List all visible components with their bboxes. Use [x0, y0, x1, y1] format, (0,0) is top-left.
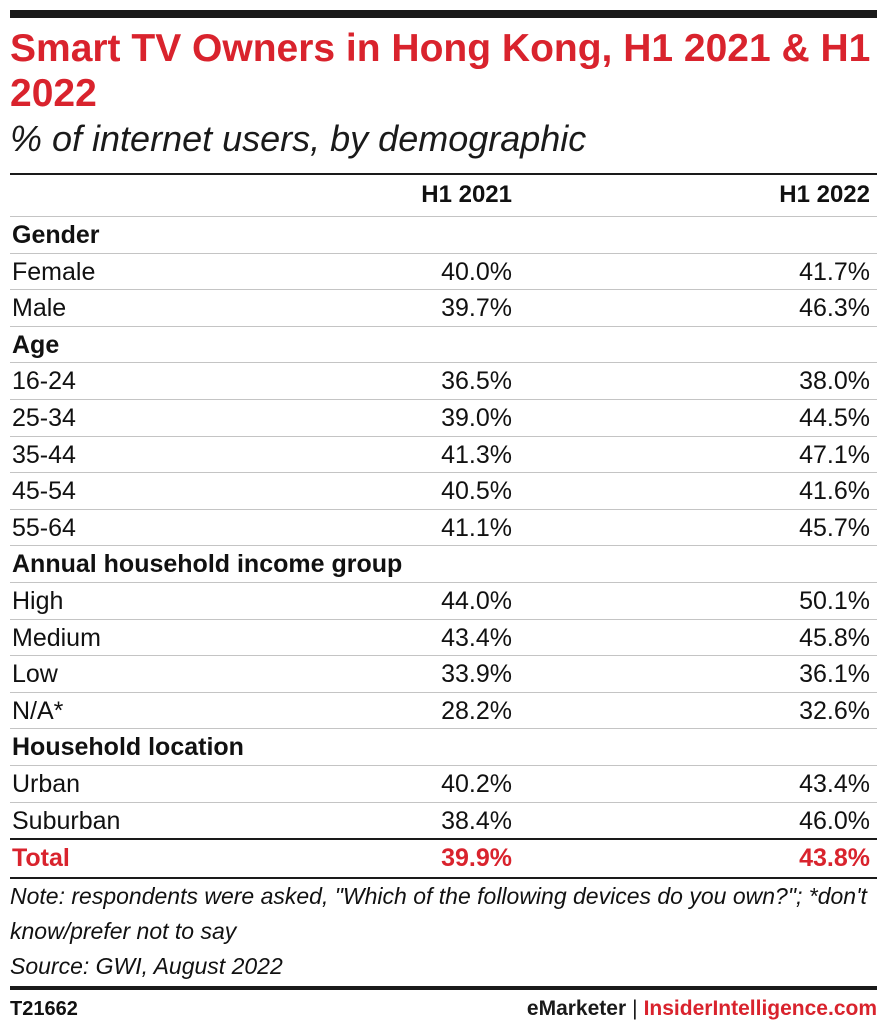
row-label: 35-44 — [12, 440, 76, 469]
value-h1-2021: 40.0% — [441, 257, 512, 286]
footnote: Note: respondents were asked, "Which of … — [10, 883, 867, 944]
value-h1-2021: 40.2% — [441, 769, 512, 798]
value-h1-2021: 39.9% — [441, 844, 512, 873]
row-label: 55-64 — [12, 513, 76, 542]
value-h1-2021: 43.4% — [441, 623, 512, 652]
table-row: High 44.0% 50.1% — [10, 581, 877, 619]
group-label: Annual household income group — [12, 550, 403, 579]
column-header-h1-2021: H1 2021 — [421, 181, 512, 208]
table-row: 45-54 40.5% 41.6% — [10, 472, 877, 509]
source-note: Source: GWI, August 2022 — [10, 953, 283, 979]
group-header-row: Age — [10, 325, 877, 363]
top-rule — [10, 10, 877, 18]
value-h1-2022: 38.0% — [799, 367, 870, 396]
total-row: Total 39.9% 43.8% — [10, 838, 877, 875]
group-label: Age — [12, 330, 60, 359]
header-rule — [10, 173, 877, 175]
value-h1-2022: 41.6% — [799, 477, 870, 506]
value-h1-2021: 41.1% — [441, 513, 512, 542]
table-row: 16-24 36.5% 38.0% — [10, 362, 877, 399]
value-h1-2021: 40.5% — [441, 477, 512, 506]
brand-line: eMarketer | InsiderIntelligence.com — [527, 996, 877, 1022]
value-h1-2022: 32.6% — [799, 696, 870, 725]
chart-title: Smart TV Owners in Hong Kong, H1 2021 & … — [10, 27, 871, 115]
data-table: Gender Female 40.0% 41.7% Male 39.7% 46.3% Age 1… — [10, 216, 877, 875]
row-label: Urban — [12, 769, 81, 798]
table-row: Low 33.9% 36.1% — [10, 655, 877, 692]
value-h1-2021: 38.4% — [441, 806, 512, 835]
value-h1-2022: 47.1% — [799, 440, 870, 469]
group-label: Household location — [12, 733, 244, 762]
bottom-rule — [10, 986, 877, 990]
table-row: Urban 40.2% 43.4% — [10, 764, 877, 802]
table-row: 35-44 41.3% 47.1% — [10, 435, 877, 473]
value-h1-2022: 45.7% — [799, 513, 870, 542]
value-h1-2021: 39.0% — [441, 403, 512, 432]
chart-id: T21662 — [10, 998, 78, 1020]
group-header-row: Gender — [10, 216, 877, 253]
chart-subtitle: % of internet users, by demographic — [10, 118, 587, 159]
value-h1-2022: 46.0% — [799, 806, 870, 835]
group-header-row: Household location — [10, 728, 877, 765]
row-label: Total — [12, 844, 70, 873]
notes-block: Note: respondents were asked, "Which of … — [10, 877, 877, 984]
value-h1-2021: 44.0% — [441, 586, 512, 615]
table-row: 25-34 39.0% 44.5% — [10, 398, 877, 436]
brand-emarketer: eMarketer — [526, 997, 627, 1020]
table-row: Male 39.7% 46.3% — [10, 289, 877, 326]
value-h1-2022: 43.4% — [799, 769, 870, 798]
brand-insiderintelligence: InsiderIntelligence.com — [643, 997, 877, 1020]
row-label: Low — [12, 660, 58, 689]
brand-separator: | — [632, 997, 638, 1020]
row-label: Male — [12, 294, 67, 323]
value-h1-2021: 33.9% — [441, 660, 512, 689]
group-label: Gender — [12, 221, 100, 249]
value-h1-2021: 28.2% — [441, 696, 512, 725]
table-row: 55-64 41.1% 45.7% — [10, 508, 877, 546]
row-label: 25-34 — [12, 403, 76, 432]
group-header-row: Annual household income group — [10, 545, 877, 582]
value-h1-2022: 46.3% — [799, 294, 870, 323]
value-h1-2022: 41.7% — [799, 257, 870, 286]
row-label: N/A* — [12, 696, 64, 725]
table-row: Medium 43.4% 45.8% — [10, 618, 877, 656]
row-label: Medium — [12, 623, 101, 652]
value-h1-2022: 50.1% — [799, 586, 870, 615]
row-label: 45-54 — [12, 477, 76, 506]
row-label: Suburban — [12, 806, 121, 835]
value-h1-2021: 41.3% — [441, 440, 512, 469]
table-row: Suburban 38.4% 46.0% — [10, 801, 877, 839]
value-h1-2022: 36.1% — [799, 660, 870, 689]
column-header-h1-2022: H1 2022 — [779, 181, 870, 208]
value-h1-2022: 43.8% — [799, 844, 870, 873]
row-label: High — [12, 586, 64, 615]
value-h1-2021: 39.7% — [441, 294, 512, 323]
value-h1-2022: 44.5% — [799, 403, 870, 432]
value-h1-2021: 36.5% — [441, 367, 512, 396]
row-label: 16-24 — [12, 367, 76, 396]
value-h1-2022: 45.8% — [799, 623, 870, 652]
table-row: N/A* 28.2% 32.6% — [10, 691, 877, 729]
table-row: Female 40.0% 41.7% — [10, 252, 877, 290]
row-label: Female — [12, 257, 96, 286]
